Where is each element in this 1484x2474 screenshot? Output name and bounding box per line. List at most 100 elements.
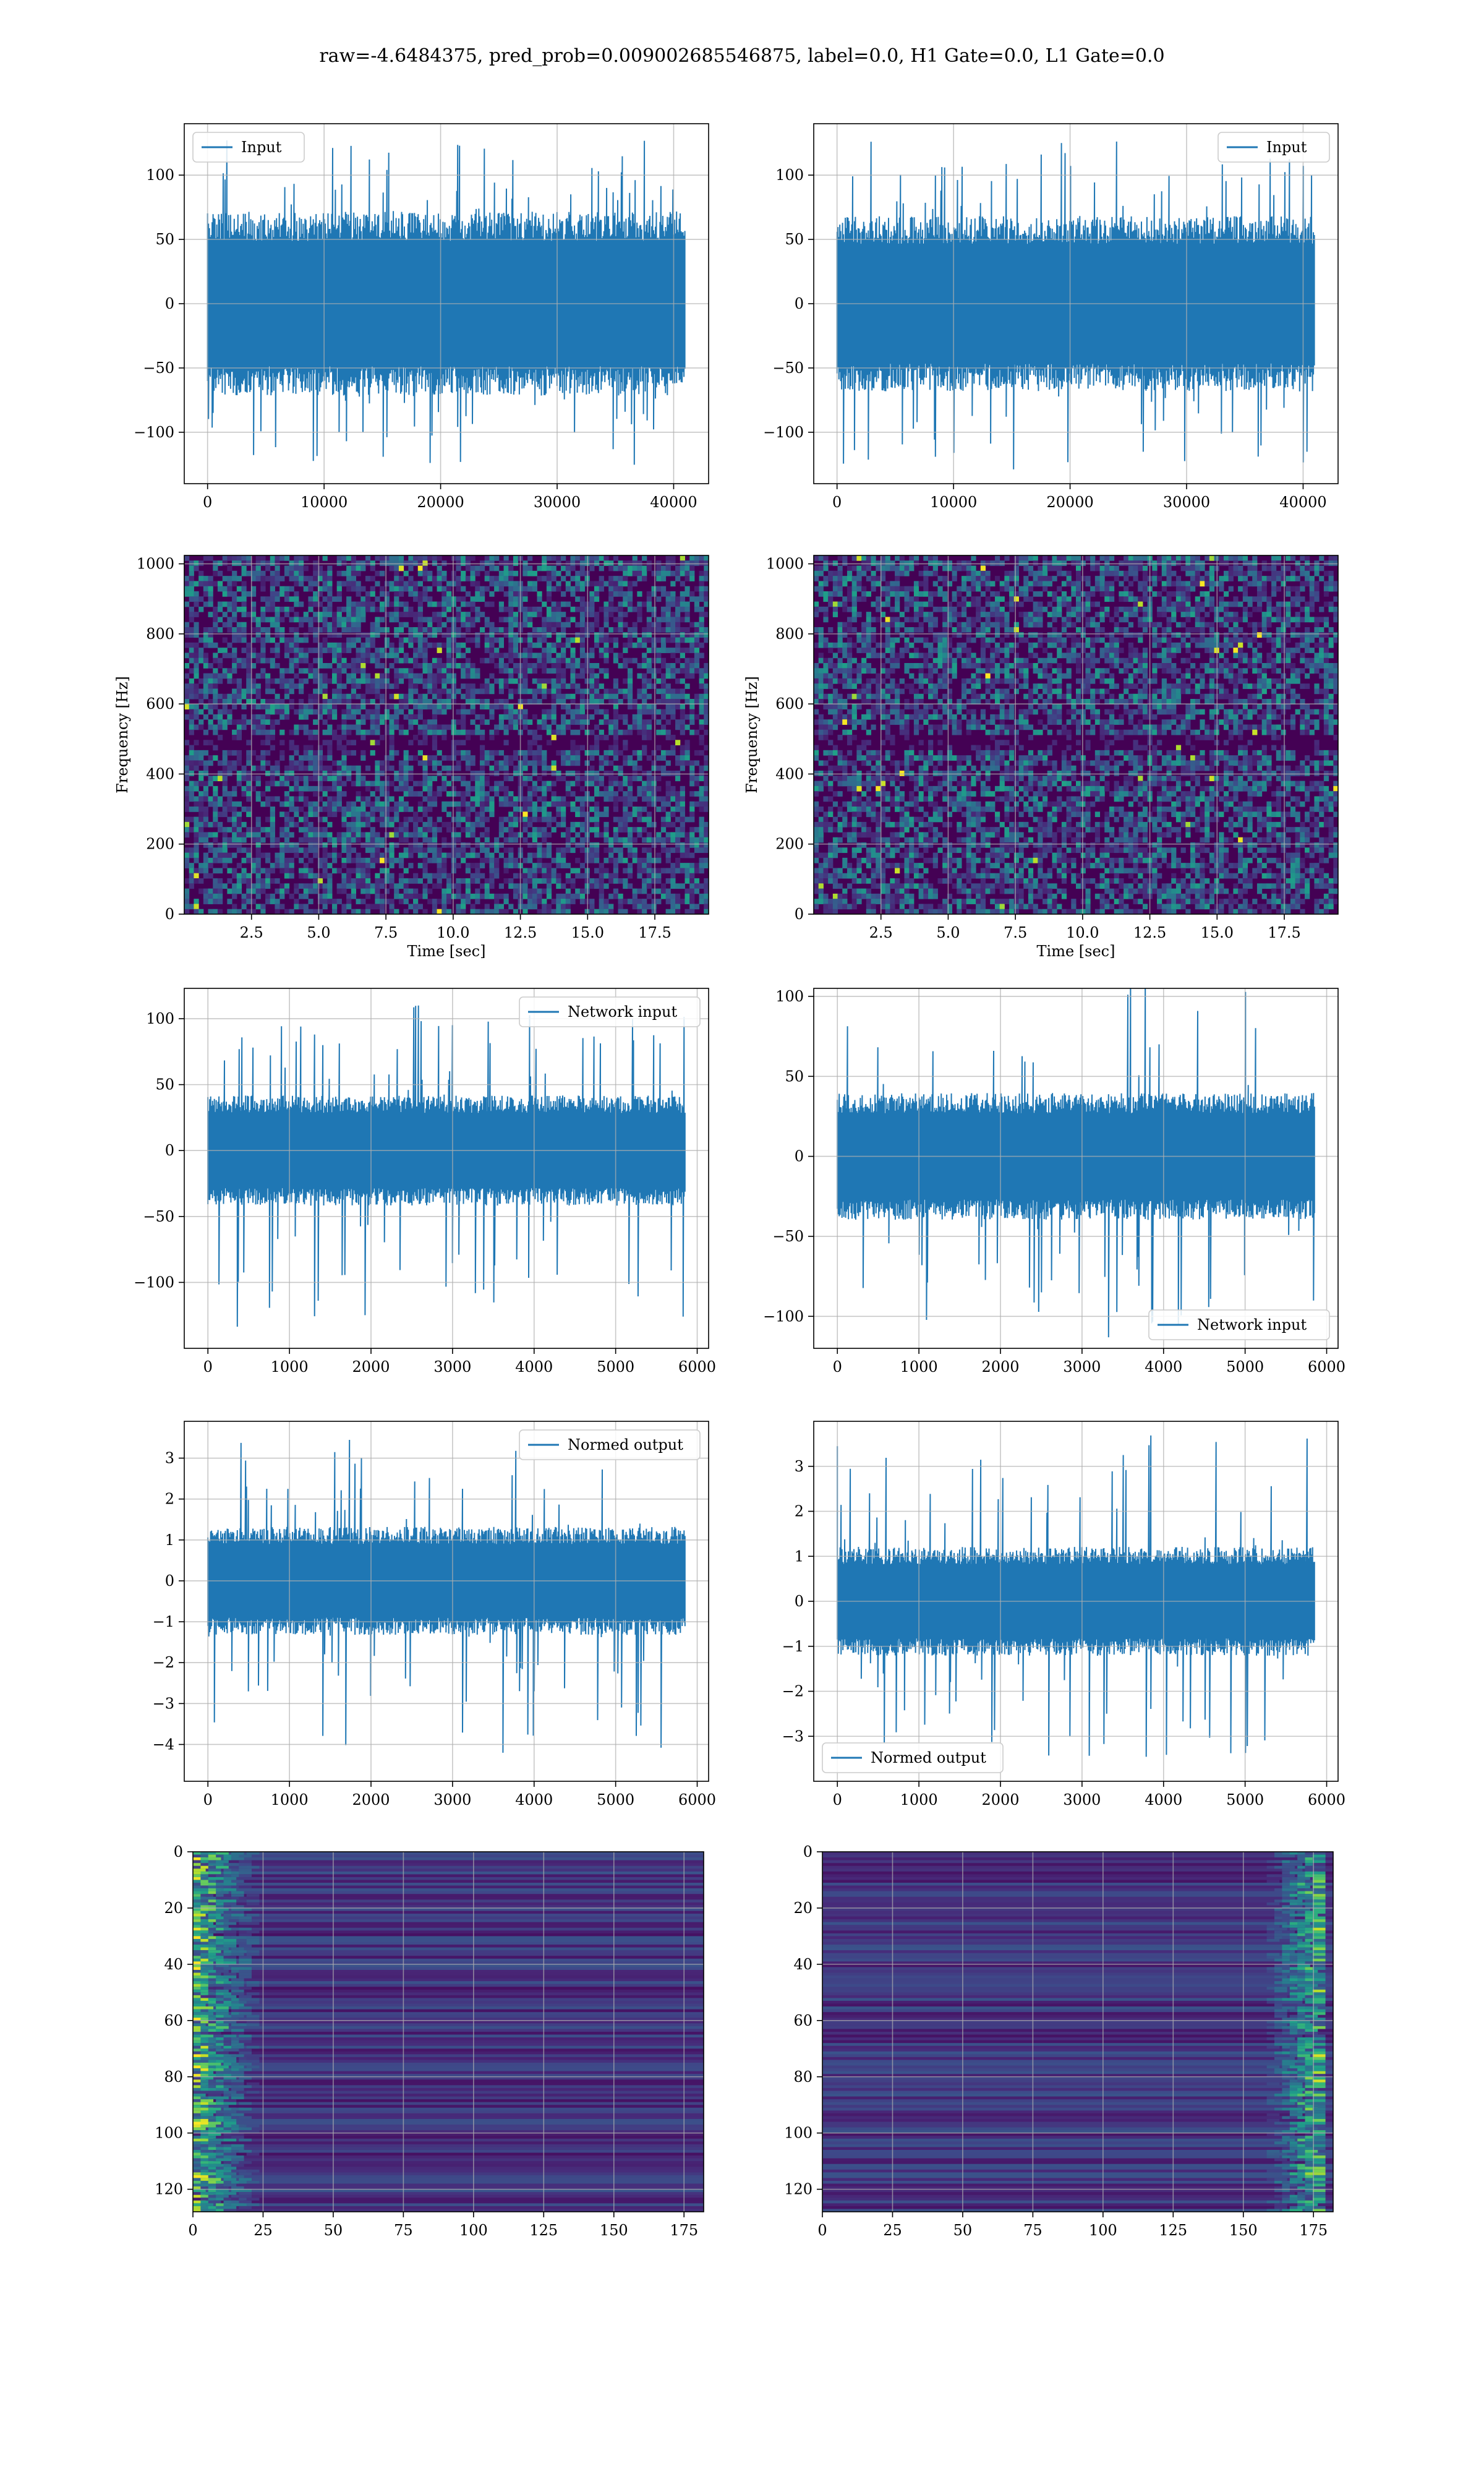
heatmap-cell [284, 883, 290, 889]
heatmap-cell [437, 909, 442, 914]
y-tick-label: 200 [146, 836, 174, 853]
heatmap-cell [704, 760, 709, 766]
heatmap-cell [422, 678, 428, 684]
heatmap-cell [317, 842, 323, 848]
heatmap-cell [417, 565, 423, 571]
heatmap-cell [194, 832, 199, 838]
heatmap-cell [670, 878, 676, 884]
heatmap-cell [532, 632, 537, 638]
heatmap-cell [527, 776, 533, 782]
heatmap-cell [246, 760, 252, 766]
heatmap-cell [546, 729, 552, 735]
heatmap-cell [522, 883, 528, 889]
heatmap-cell [503, 678, 509, 684]
heatmap-cell [522, 648, 528, 653]
heatmap-cell [556, 699, 561, 704]
heatmap-cell [589, 591, 595, 597]
heatmap-cell [613, 642, 619, 648]
heatmap-cell [818, 606, 824, 612]
heatmap-cell [275, 581, 280, 587]
heatmap-cell [623, 796, 628, 802]
heatmap-cell [246, 899, 252, 904]
heatmap-cell [675, 771, 681, 776]
heatmap-cell [532, 714, 537, 720]
heatmap-cell [814, 565, 819, 571]
heatmap-cell [437, 771, 442, 776]
heatmap-cell [489, 811, 495, 818]
heatmap-cell [675, 909, 681, 914]
heatmap-cell [303, 827, 309, 833]
heatmap-cell [303, 678, 309, 684]
heatmap-cell [232, 637, 237, 643]
heatmap-cell [441, 755, 447, 761]
heatmap-cell [341, 699, 347, 704]
heatmap-cell [194, 673, 199, 679]
heatmap-cell [232, 729, 237, 735]
heatmap-cell [556, 688, 561, 695]
heatmap-cell [498, 663, 505, 669]
heatmap-cell [670, 821, 676, 828]
heatmap-cell [684, 873, 690, 879]
heatmap-cell [551, 642, 556, 648]
heatmap-cell [232, 785, 237, 792]
heatmap-cell [370, 750, 375, 756]
heatmap-cell [308, 693, 313, 700]
heatmap-cell [579, 893, 586, 899]
heatmap-cell [236, 750, 242, 756]
heatmap-cell [608, 565, 614, 571]
heatmap-cell [627, 668, 633, 674]
heatmap-cell [422, 719, 428, 725]
heatmap-cell [680, 852, 685, 858]
heatmap-cell [413, 617, 419, 623]
heatmap-cell [814, 570, 819, 576]
heatmap-cell [346, 842, 352, 848]
heatmap-cell [356, 765, 361, 771]
heatmap-cell [389, 565, 394, 571]
heatmap-cell [546, 565, 552, 571]
heatmap-cell [203, 663, 209, 669]
legend-label: Input [1266, 139, 1307, 156]
legend: Input [192, 132, 305, 163]
heatmap-cell [623, 570, 628, 576]
heatmap-cell [232, 612, 237, 617]
heatmap-cell [465, 816, 471, 823]
heatmap-cell [198, 750, 204, 756]
heatmap-cell [198, 796, 204, 802]
heatmap-cell [246, 719, 252, 725]
heatmap-cell [675, 755, 681, 761]
heatmap-cell [246, 642, 252, 648]
heatmap-cell [589, 899, 595, 904]
heatmap-cell [522, 560, 528, 567]
heatmap-cell [437, 868, 442, 874]
heatmap-cell [403, 765, 409, 771]
heatmap-cell [680, 565, 685, 571]
heatmap-cell [599, 627, 604, 633]
heatmap-cell [370, 857, 375, 863]
heatmap-cell [194, 873, 199, 879]
heatmap-cell [346, 878, 352, 884]
heatmap-cell [260, 596, 266, 602]
heatmap-cell [675, 801, 681, 807]
heatmap-cell [308, 668, 313, 674]
heatmap-cell [308, 760, 313, 766]
heatmap-cell [537, 565, 542, 571]
heatmap-cell [623, 909, 628, 914]
heatmap-cell [255, 565, 261, 571]
heatmap-cell [265, 740, 271, 746]
heatmap-cell [236, 678, 242, 684]
heatmap-cell [336, 801, 342, 807]
heatmap-cell [456, 837, 461, 843]
heatmap-cell [637, 899, 642, 904]
heatmap-cell [594, 785, 600, 792]
heatmap-cell [546, 606, 552, 612]
heatmap-cell [441, 642, 447, 648]
heatmap-cell [441, 776, 447, 782]
heatmap-cell [427, 760, 433, 766]
heatmap-cell [213, 776, 218, 782]
heatmap-cell [351, 724, 357, 730]
heatmap-cell [665, 729, 671, 735]
heatmap-cell [389, 601, 394, 607]
heatmap-cell [465, 565, 471, 571]
heatmap-cell [818, 837, 824, 843]
heatmap-cell [255, 704, 261, 710]
